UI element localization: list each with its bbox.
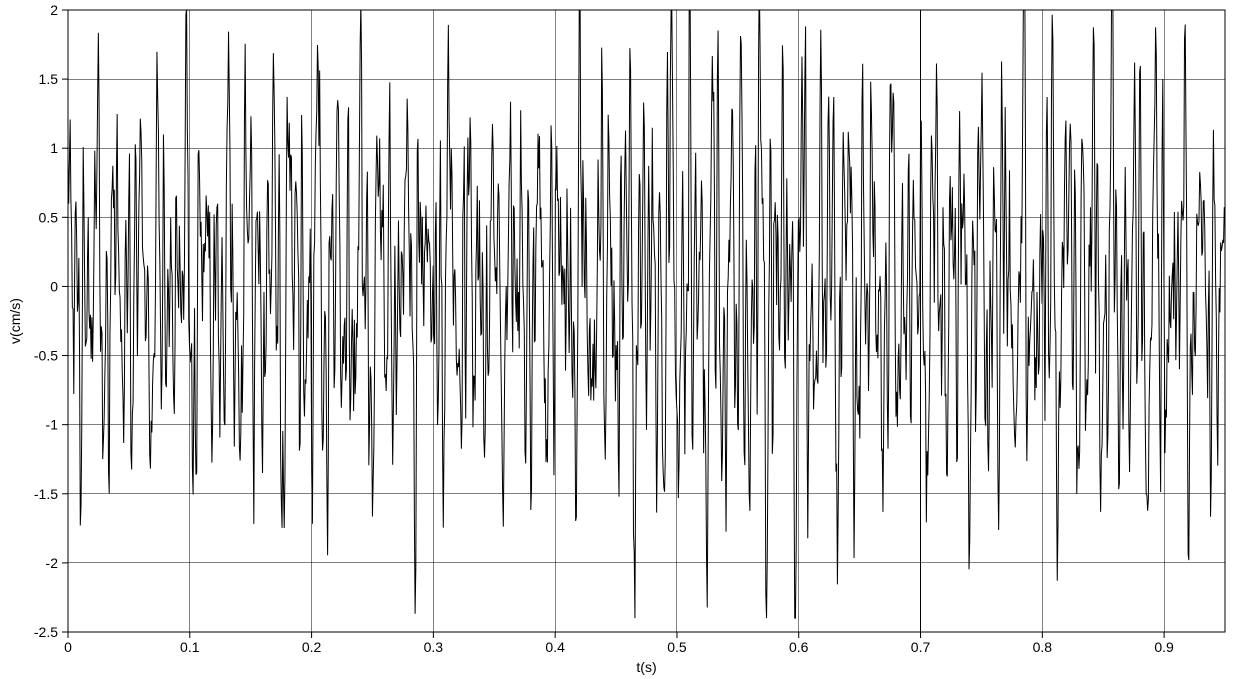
ytick-label: -2 <box>46 555 59 571</box>
xtick-label: 0 <box>64 639 72 655</box>
velocity-time-chart: 0 0.1 0.2 0.3 0.4 0.5 0.6 0.7 0.8 0.9 -2.5 -2 -1.5 -1… <box>0 0 1239 679</box>
xtick-label: 0.5 <box>667 639 687 655</box>
ytick-label: -1 <box>46 417 59 433</box>
xtick-label: 0.8 <box>1033 639 1053 655</box>
ytick-label: 1.5 <box>39 71 59 87</box>
xtick-label: 0.7 <box>911 639 931 655</box>
ytick-label: 0.5 <box>39 209 59 225</box>
x-axis-label: t(s) <box>636 659 656 675</box>
ytick-label: 1 <box>50 140 58 156</box>
ytick-label: -1.5 <box>34 486 58 502</box>
ytick-label: -2.5 <box>34 624 58 640</box>
xtick-label: 0.9 <box>1154 639 1174 655</box>
ytick-label: 0 <box>50 278 58 294</box>
ytick-label: 2 <box>50 2 58 18</box>
ytick-label: -0.5 <box>34 348 58 364</box>
y-axis-label: v(cm/s) <box>7 298 23 344</box>
xtick-label: 0.6 <box>789 639 809 655</box>
xtick-label: 0.2 <box>302 639 322 655</box>
xtick-label: 0.3 <box>424 639 444 655</box>
chart-svg: 0 0.1 0.2 0.3 0.4 0.5 0.6 0.7 0.8 0.9 -2.5 -2 -1.5 -1… <box>0 0 1239 679</box>
xtick-label: 0.4 <box>545 639 565 655</box>
xtick-label: 0.1 <box>180 639 200 655</box>
